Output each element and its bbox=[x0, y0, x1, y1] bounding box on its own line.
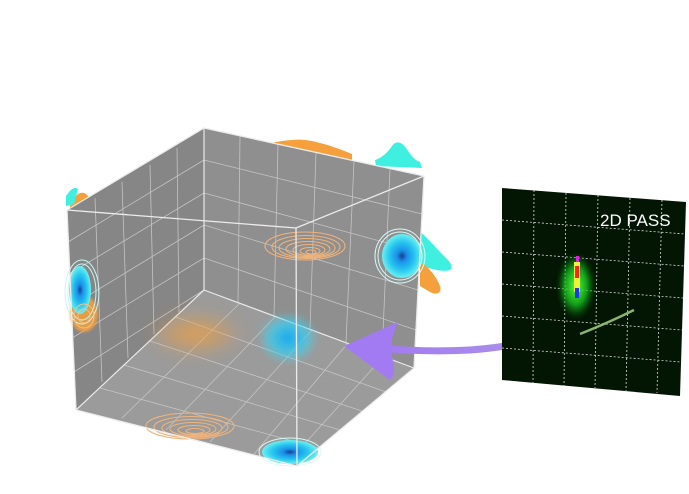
panel-title: 2D PASS bbox=[600, 211, 671, 230]
left-cyan-profile bbox=[66, 187, 78, 206]
orange-3d-blob bbox=[148, 312, 244, 356]
back-left-wall bbox=[67, 128, 204, 410]
right-wall-grid bbox=[203, 135, 423, 357]
floor-cyan-projection bbox=[258, 437, 322, 467]
cube-front-edges bbox=[66, 127, 425, 467]
wall-orange-contours bbox=[264, 231, 346, 261]
signal-core-blue bbox=[575, 288, 579, 298]
right-cyan-profile bbox=[420, 232, 452, 271]
projection-cube bbox=[64, 127, 426, 467]
signal-core-magenta bbox=[576, 256, 579, 262]
right-orange-profile bbox=[420, 262, 441, 294]
top-cyan-profile bbox=[375, 142, 422, 168]
two-d-pass-panel: 2D PASS bbox=[501, 188, 686, 396]
cyan-3d-blob bbox=[258, 312, 318, 364]
panel-arrow-tail bbox=[579, 308, 635, 336]
right-wall-cyan-projection bbox=[374, 228, 426, 284]
left-wall-projection bbox=[64, 259, 100, 332]
floor-orange-contours bbox=[145, 412, 235, 440]
arrow-head bbox=[344, 322, 398, 380]
signal-core-red bbox=[575, 266, 579, 278]
